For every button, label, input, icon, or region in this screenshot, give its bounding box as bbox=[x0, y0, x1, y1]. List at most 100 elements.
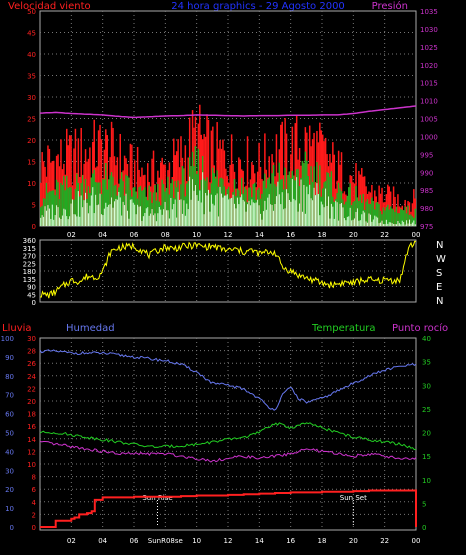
x-tick-label: 00 bbox=[412, 537, 421, 545]
temp-tick-label: 40 bbox=[422, 335, 431, 343]
y-left-tick-label: 45 bbox=[27, 30, 36, 38]
x-tick-label: 22 bbox=[380, 231, 389, 239]
rain-tick-label: 18 bbox=[27, 411, 36, 419]
y-right-tick-label: 1025 bbox=[420, 44, 438, 52]
x-tick-label: 12 bbox=[224, 231, 233, 239]
temp-tick-label: 30 bbox=[422, 382, 431, 390]
y-left-tick-label: 5 bbox=[32, 202, 36, 210]
humidity-tick-label: 80 bbox=[5, 373, 14, 381]
x-tick-label: 10 bbox=[192, 537, 201, 545]
y-left-tick-label: 50 bbox=[27, 8, 36, 16]
y-tick-label: 315 bbox=[23, 245, 36, 253]
temp-tick-label: 35 bbox=[422, 359, 431, 367]
humidity-tick-label: 30 bbox=[5, 467, 14, 475]
rain-tick-label: 22 bbox=[27, 385, 36, 393]
y-left-tick-label: 20 bbox=[27, 137, 36, 145]
x-tick-label: 10 bbox=[192, 231, 201, 239]
rain-tick-label: 30 bbox=[27, 335, 36, 343]
temp-tick-label: 15 bbox=[422, 453, 431, 461]
compass-label: N bbox=[436, 240, 443, 251]
y-right-tick-label: 985 bbox=[420, 187, 433, 195]
y-left-tick-label: 40 bbox=[27, 51, 36, 59]
panel-rain-humidity-temp: 0102030405060708090100024681012141618202… bbox=[1, 335, 431, 545]
compass-label: S bbox=[436, 268, 442, 279]
y-right-tick-label: 1005 bbox=[420, 116, 438, 124]
humidity-tick-label: 50 bbox=[5, 430, 14, 438]
x-tick-label: 16 bbox=[286, 231, 295, 239]
x-tick-label: 22 bbox=[380, 537, 389, 545]
x-tick-label: SunR08se bbox=[148, 537, 183, 545]
rain-tick-label: 20 bbox=[27, 398, 36, 406]
pressure-line bbox=[39, 105, 417, 119]
x-tick-label: 02 bbox=[67, 537, 76, 545]
rain-title: Lluvia bbox=[2, 323, 32, 334]
humidity-tick-label: 10 bbox=[5, 505, 14, 513]
humidity-tick-label: 60 bbox=[5, 411, 14, 419]
y-tick-label: 90 bbox=[27, 284, 36, 292]
rain-tick-label: 26 bbox=[27, 360, 36, 368]
y-left-tick-label: 15 bbox=[27, 159, 36, 167]
temp-tick-label: 0 bbox=[422, 524, 426, 532]
panel-wind-pressure: 0510152025303540455097598098599099510001… bbox=[27, 8, 438, 239]
x-tick-label: 02 bbox=[67, 231, 76, 239]
y-tick-label: 360 bbox=[23, 237, 36, 245]
rain-tick-label: 12 bbox=[27, 448, 36, 456]
x-tick-label: 04 bbox=[98, 537, 107, 545]
temp-tick-label: 20 bbox=[422, 430, 431, 438]
temperature-line bbox=[39, 422, 417, 451]
temp-tick-label: 5 bbox=[422, 500, 426, 508]
x-tick-label: 06 bbox=[130, 537, 139, 545]
temperature-title: Temperatura bbox=[311, 323, 376, 334]
dewpoint-title: Punto rocío bbox=[392, 322, 448, 334]
y-right-tick-label: 1015 bbox=[420, 80, 438, 88]
rain-tick-label: 28 bbox=[27, 348, 36, 356]
rain-tick-label: 6 bbox=[32, 486, 37, 494]
rain-tick-label: 24 bbox=[27, 373, 36, 381]
x-tick-label: 18 bbox=[318, 231, 327, 239]
humidity-title: Humedad bbox=[66, 323, 115, 334]
sun-annotation: Sun Rise bbox=[142, 494, 172, 502]
y-left-tick-label: 0 bbox=[32, 223, 36, 231]
x-tick-label: 20 bbox=[349, 537, 358, 545]
humidity-tick-label: 0 bbox=[10, 524, 14, 532]
y-right-tick-label: 1030 bbox=[420, 26, 438, 34]
y-left-tick-label: 30 bbox=[27, 94, 36, 102]
y-right-tick-label: 1035 bbox=[420, 8, 438, 16]
direction-line bbox=[39, 240, 417, 299]
x-tick-label: 06 bbox=[130, 231, 139, 239]
y-tick-label: 180 bbox=[23, 268, 36, 276]
temp-tick-label: 10 bbox=[422, 477, 431, 485]
y-tick-label: 45 bbox=[27, 291, 36, 299]
humidity-line bbox=[39, 349, 417, 411]
sun-annotation: Sun Set bbox=[340, 494, 367, 502]
y-right-tick-label: 1020 bbox=[420, 62, 438, 70]
rain-tick-label: 10 bbox=[27, 461, 36, 469]
temp-tick-label: 25 bbox=[422, 406, 431, 414]
x-tick-label: 20 bbox=[349, 231, 358, 239]
y-right-tick-label: 980 bbox=[420, 205, 433, 213]
dewpoint-line bbox=[39, 440, 417, 463]
y-left-tick-label: 25 bbox=[27, 116, 36, 124]
x-tick-label: 04 bbox=[98, 231, 107, 239]
wind-speed-title: Velocidad viento bbox=[8, 1, 91, 12]
rain-tick-label: 8 bbox=[32, 474, 36, 482]
compass-label: E bbox=[436, 282, 442, 293]
y-left-tick-label: 35 bbox=[27, 73, 36, 81]
rain-tick-label: 14 bbox=[27, 436, 36, 444]
y-tick-label: 0 bbox=[32, 299, 36, 307]
humidity-tick-label: 20 bbox=[5, 486, 14, 494]
y-right-tick-label: 1000 bbox=[420, 133, 438, 141]
y-right-tick-label: 995 bbox=[420, 151, 433, 159]
rain-tick-label: 4 bbox=[32, 499, 37, 507]
humidity-tick-label: 90 bbox=[5, 354, 14, 362]
compass-label: W bbox=[436, 254, 446, 265]
y-left-tick-label: 10 bbox=[27, 180, 36, 188]
x-tick-label: 00 bbox=[412, 231, 421, 239]
humidity-tick-label: 70 bbox=[5, 392, 14, 400]
y-tick-label: 270 bbox=[23, 253, 36, 261]
rain-tick-label: 0 bbox=[32, 524, 36, 532]
rain-tick-label: 2 bbox=[32, 511, 36, 519]
x-tick-label: 12 bbox=[224, 537, 233, 545]
